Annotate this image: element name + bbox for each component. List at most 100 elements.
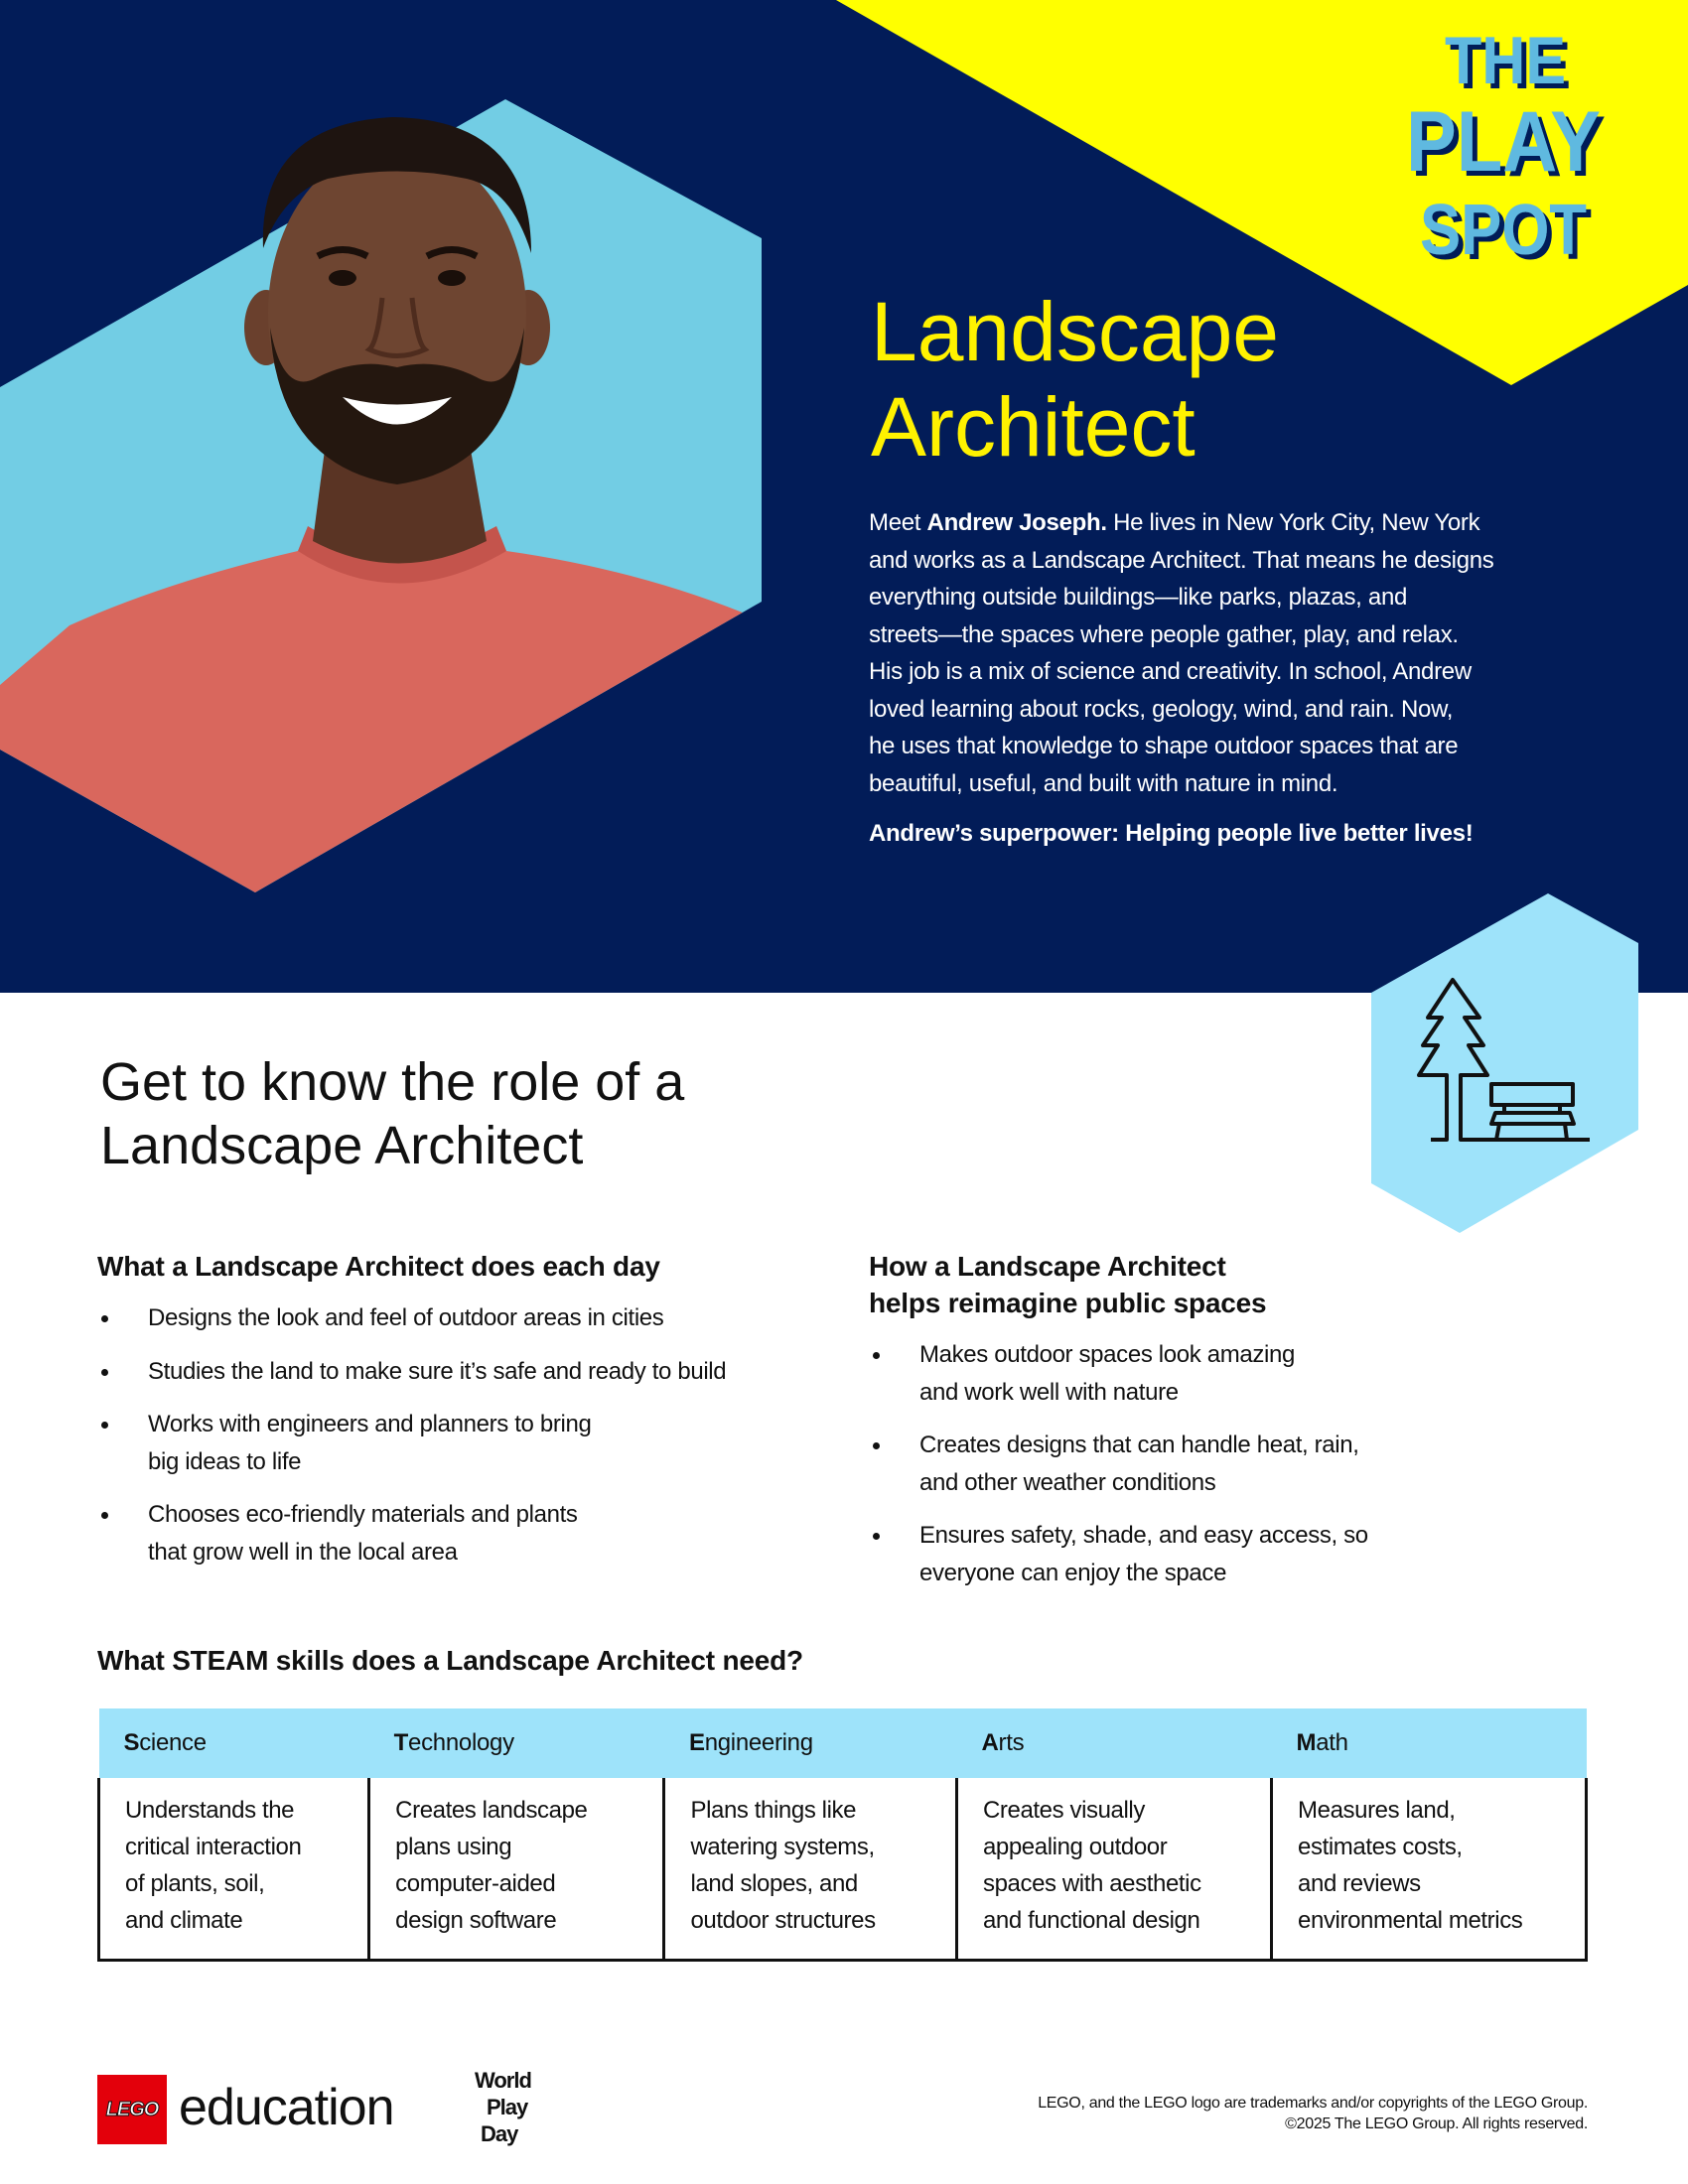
cell-line: and reviews	[1298, 1870, 1421, 1897]
cell-line: Plans things like	[690, 1797, 857, 1824]
icon-hexagon	[1371, 893, 1638, 1233]
section-heading: Get to know the role of a Landscape Arch…	[100, 1050, 684, 1177]
smile	[343, 397, 452, 425]
superpower-statement: Andrew’s superpower: Helping people live…	[869, 820, 1474, 847]
table-header-row: Science Technology Engineering Arts Math	[98, 1708, 1587, 1778]
nose	[364, 297, 430, 358]
list-item-text: that grow well in the local area	[148, 1538, 458, 1566]
portrait-photo	[0, 99, 762, 892]
cell-line: Creates visually	[982, 1797, 1145, 1824]
trademark-notice: LEGO, and the LEGO logo are trademarks a…	[1038, 2095, 1588, 2112]
list-item-text: big ideas to life	[148, 1447, 302, 1475]
header-initial: S	[123, 1729, 140, 1756]
cell-line: outdoor structures	[690, 1907, 876, 1934]
table-row: Understands the critical interaction of pl…	[96, 1778, 1588, 1962]
title-line-1: Landscape	[871, 285, 1280, 378]
header-text: echnology	[408, 1729, 514, 1756]
bullet-icon	[873, 1533, 880, 1540]
education-logo: education	[179, 2073, 395, 2142]
table-cell: Creates visually appealing outdoor spaces …	[954, 1778, 1274, 1962]
bullet-icon	[101, 1315, 108, 1322]
column-header: Science	[98, 1708, 369, 1778]
bullet-icon	[101, 1512, 108, 1519]
list-item: Designs the look and feel of outdoor are…	[97, 1299, 726, 1337]
steam-skills-table: Science Technology Engineering Arts Math Und…	[96, 1708, 1588, 1962]
intro-line: His job is a mix of science and creativi…	[869, 658, 1472, 685]
cell-line: Measures land,	[1298, 1797, 1456, 1824]
column-header: Arts	[956, 1708, 1272, 1778]
eye	[329, 270, 356, 286]
column-header: Math	[1271, 1708, 1587, 1778]
cell-line: of plants, soil,	[125, 1870, 265, 1897]
eye	[438, 270, 466, 286]
bullet-icon	[101, 1368, 108, 1376]
logo-line-3: SPOT	[1420, 191, 1587, 270]
intro-line: beautiful, useful, and built with nature…	[869, 769, 1338, 797]
the-play-spot-logo: THE PLAY SPOT	[1406, 23, 1601, 270]
list-item-text: Creates designs that can handle heat, ra…	[919, 1432, 1359, 1458]
header-text: ath	[1316, 1729, 1348, 1756]
header-text: rts	[998, 1729, 1025, 1756]
table-cell: Measures land, estimates costs, and review…	[1270, 1778, 1588, 1962]
heading-line-2: Landscape Architect	[100, 1116, 584, 1175]
list-item: Studies the land to make sure it’s safe …	[97, 1353, 727, 1391]
person-name: Andrew Joseph.	[926, 509, 1107, 536]
header-initial: E	[688, 1729, 705, 1756]
cell-line: estimates costs,	[1298, 1834, 1463, 1860]
daily-tasks-heading: What a Landscape Architect does each day	[97, 1251, 660, 1282]
header-initial: T	[393, 1729, 409, 1756]
list-item-text: Chooses eco-friendly materials and plant…	[148, 1501, 578, 1528]
intro-text: He lives in New York City, New York	[1106, 509, 1480, 536]
cell-line: land slopes, and	[690, 1870, 858, 1897]
intro-line: everything outside buildings—like parks,…	[869, 584, 1408, 611]
cell-line: computer-aided	[395, 1870, 556, 1897]
header-initial: A	[981, 1729, 999, 1756]
list-item-text: Studies the land to make sure it’s safe …	[148, 1357, 727, 1385]
bullet-icon	[101, 1422, 108, 1429]
steam-heading: What STEAM skills does a Landscape Archi…	[97, 1645, 803, 1676]
logo-line-2: PLAY	[1406, 94, 1601, 190]
tree-and-bench-icon	[1371, 893, 1638, 1233]
world-play-day-logo: World Play Day	[475, 2067, 532, 2147]
daily-tasks-column: What a Landscape Architect does each day…	[97, 1248, 727, 1586]
header-initial: M	[1296, 1729, 1317, 1756]
public-spaces-heading-line-2: helps reimagine public spaces	[869, 1288, 1267, 1318]
cell-line: plans using	[395, 1834, 512, 1860]
list-item-text: Makes outdoor spaces look amazing	[919, 1341, 1295, 1368]
cell-line: appealing outdoor	[982, 1834, 1168, 1860]
list-item: Creates designs that can handle heat, ra…	[869, 1427, 1368, 1501]
eyebrow	[425, 246, 479, 260]
intro-paragraph: Meet Andrew Joseph. He lives in New York…	[869, 504, 1494, 802]
list-item-text: everyone can enjoy the space	[919, 1559, 1227, 1586]
hair	[262, 117, 531, 253]
intro-line: Meet Andrew Joseph. He lives in New York…	[869, 504, 1494, 542]
intro-line: streets—the spaces where people gather, …	[869, 620, 1459, 648]
cell-line: watering systems,	[690, 1834, 875, 1860]
header-background: THE PLAY SPOT	[0, 0, 1688, 993]
table-cell: Understands the critical interaction of pl…	[96, 1778, 371, 1962]
list-item-text: Works with engineers and planners to bri…	[148, 1411, 592, 1437]
lego-logo: LEGO	[97, 2075, 167, 2144]
logo-line: Day	[481, 2121, 518, 2146]
logo-line: Play	[487, 2095, 528, 2119]
bullet-icon	[873, 1442, 880, 1449]
lego-logo-text: LEGO	[105, 2098, 160, 2120]
heading-line-1: Get to know the role of a	[100, 1052, 685, 1112]
table-cell: Plans things like watering systems, land s…	[662, 1778, 958, 1962]
copyright: LEGO, and the LEGO logo are trademarks a…	[1038, 2093, 1588, 2134]
cell-line: environmental metrics	[1298, 1907, 1523, 1934]
list-item: Chooses eco-friendly materials and plant…	[97, 1496, 726, 1570]
copyright-notice: ©2025 The LEGO Group. All rights reserve…	[1285, 2116, 1588, 2132]
header-text: cience	[139, 1729, 207, 1756]
intro-line: and works as a Landscape Architect. That…	[869, 546, 1494, 574]
list-item-text: and other weather conditions	[919, 1468, 1216, 1496]
daily-tasks-list: Designs the look and feel of outdoor are…	[97, 1299, 727, 1570]
column-header: Technology	[368, 1708, 664, 1778]
title-line-2: Architect	[871, 380, 1196, 474]
page-title: Landscape Architect	[871, 284, 1279, 475]
cell-line: and climate	[125, 1907, 243, 1934]
intro-line: loved learning about rocks, geology, win…	[869, 695, 1454, 723]
list-item-text: Ensures safety, shade, and easy access, …	[919, 1522, 1368, 1549]
bullet-icon	[873, 1352, 880, 1359]
header-text: ngineering	[704, 1729, 813, 1756]
